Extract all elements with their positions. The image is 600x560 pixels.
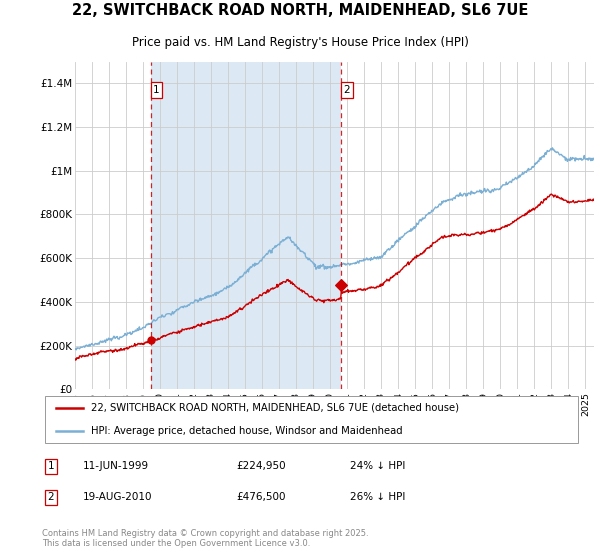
Text: 1: 1	[47, 461, 54, 472]
Text: HPI: Average price, detached house, Windsor and Maidenhead: HPI: Average price, detached house, Wind…	[91, 426, 402, 436]
Text: Price paid vs. HM Land Registry's House Price Index (HPI): Price paid vs. HM Land Registry's House …	[131, 36, 469, 49]
Point	[336, 281, 346, 290]
Text: 22, SWITCHBACK ROAD NORTH, MAIDENHEAD, SL6 7UE: 22, SWITCHBACK ROAD NORTH, MAIDENHEAD, S…	[72, 3, 528, 18]
Text: 2: 2	[47, 492, 54, 502]
Text: 11-JUN-1999: 11-JUN-1999	[83, 461, 149, 472]
Text: 19-AUG-2010: 19-AUG-2010	[83, 492, 152, 502]
Text: £476,500: £476,500	[236, 492, 286, 502]
Text: £224,950: £224,950	[236, 461, 286, 472]
Text: 1: 1	[153, 85, 160, 95]
Point	[146, 335, 155, 344]
Text: 24% ↓ HPI: 24% ↓ HPI	[350, 461, 405, 472]
Text: 26% ↓ HPI: 26% ↓ HPI	[350, 492, 405, 502]
FancyBboxPatch shape	[45, 396, 578, 443]
Text: 22, SWITCHBACK ROAD NORTH, MAIDENHEAD, SL6 7UE (detached house): 22, SWITCHBACK ROAD NORTH, MAIDENHEAD, S…	[91, 403, 458, 413]
Bar	[151, 62, 341, 389]
Text: Contains HM Land Registry data © Crown copyright and database right 2025.
This d: Contains HM Land Registry data © Crown c…	[42, 529, 368, 548]
Text: 2: 2	[344, 85, 350, 95]
